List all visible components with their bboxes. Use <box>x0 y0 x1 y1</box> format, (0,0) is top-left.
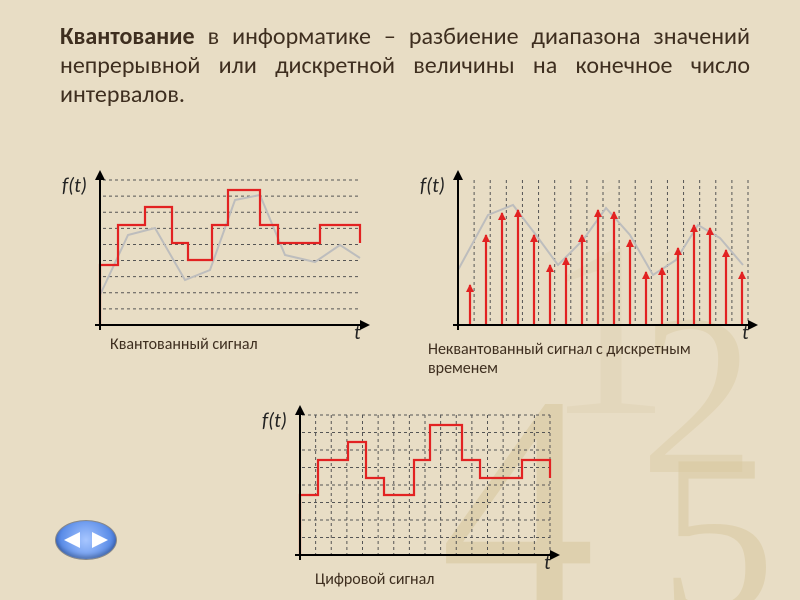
chart-sampled-signal <box>418 170 758 350</box>
caption-quantized: Квантованный сигнал <box>110 335 258 354</box>
arrow-left-icon <box>64 532 80 548</box>
arrow-right-icon <box>92 532 108 548</box>
page-title: Квантование в информатике – разбиение ди… <box>60 22 750 109</box>
chart-digital-signal <box>260 400 560 580</box>
x-axis-label: t <box>544 551 551 575</box>
x-axis-label: t <box>354 321 361 345</box>
caption-digital: Цифровой сигнал <box>315 570 434 589</box>
y-axis-label: f(t) <box>62 174 87 198</box>
y-axis-label: f(t) <box>420 174 445 198</box>
chart-quantized-signal <box>60 165 370 345</box>
caption-sampled: Неквантованный сигнал с дискретным време… <box>428 340 758 378</box>
nav-cycle-button[interactable] <box>55 520 117 560</box>
y-axis-label: f(t) <box>262 409 287 433</box>
